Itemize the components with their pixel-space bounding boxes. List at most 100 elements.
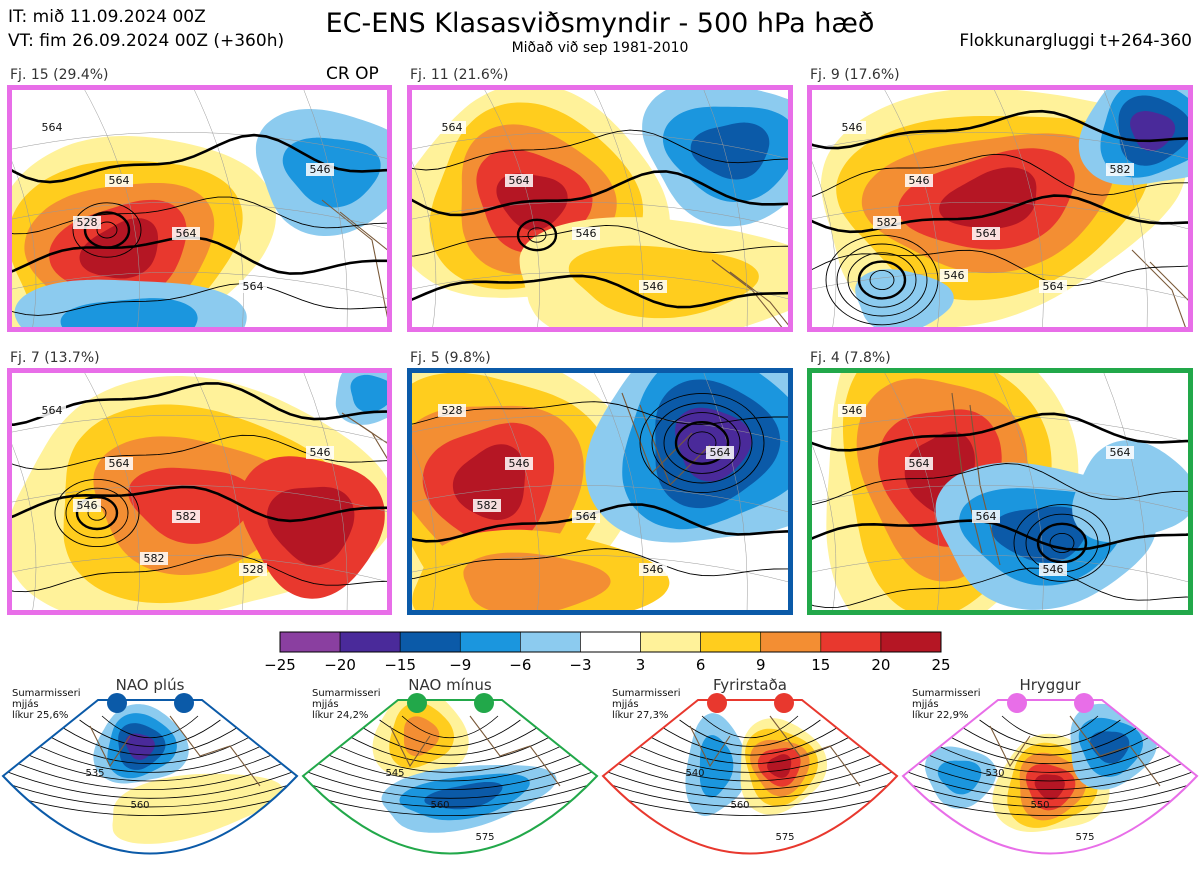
- contour-label: 582: [477, 499, 498, 512]
- contour-label-bg: [73, 499, 101, 512]
- regime-months: mjjás: [912, 699, 939, 710]
- cluster-map-svg: 528 546 564 546 564 582: [412, 373, 788, 610]
- regime-title: NAO mínus: [408, 676, 492, 694]
- regime-map-svg: 535 560: [1, 693, 299, 855]
- height-center: [639, 392, 765, 494]
- height-contour: [903, 743, 1197, 799]
- anomaly-band: [699, 735, 734, 798]
- contour-label-bg: [572, 227, 600, 240]
- anomaly-band: [690, 122, 770, 180]
- coastline: [989, 725, 1031, 768]
- regime-fan-outline: [301, 699, 599, 855]
- height-contour: [96, 221, 118, 239]
- cluster-map-1: 564 564 564 564 546 528: [7, 85, 392, 332]
- coastline: [639, 404, 711, 486]
- coastline: [169, 715, 261, 787]
- contour-label: 540: [685, 768, 704, 779]
- contour-label-bg: [972, 510, 1000, 523]
- height-contour-major: [812, 194, 1188, 234]
- height-contour: [12, 554, 387, 593]
- regime-nao-minus: NAO mínus Sumarmisseri mjjás líkur 24,2%…: [300, 676, 600, 871]
- regime-title: NAO plús: [115, 676, 185, 694]
- parallel: [412, 131, 788, 160]
- contour-label: 546: [909, 174, 930, 187]
- contour-label: 546: [643, 280, 664, 293]
- regime-stats: Sumarmisseri mjjás líkur 27,3%: [612, 688, 680, 721]
- contour-label: 546: [310, 163, 331, 176]
- height-contour: [812, 153, 1188, 197]
- regime-fan-outline: [1, 699, 299, 855]
- colorbar-svg: [279, 631, 942, 653]
- height-contour: [34, 727, 266, 764]
- valid-time: VT: fim 26.09.2024 00Z (+360h): [8, 31, 285, 51]
- height-contour: [847, 252, 917, 308]
- parallel: [812, 414, 1188, 443]
- meridian: [994, 373, 1044, 610]
- contour-label: 546: [842, 404, 863, 417]
- meridian: [84, 90, 140, 327]
- contour-label-bg: [505, 457, 533, 470]
- height-center: [1013, 504, 1111, 582]
- contour-label-bg: [639, 280, 667, 293]
- regime-likelihood: líkur 24,2%: [312, 710, 369, 721]
- height-contour: [603, 747, 897, 808]
- height-center: [54, 478, 140, 548]
- height-contour: [1013, 504, 1111, 582]
- cluster-map-svg: 564 564 582 528 546 546 582: [12, 373, 387, 610]
- anomaly-field: [1078, 90, 1188, 186]
- height-contour: [83, 211, 131, 249]
- meridian: [594, 373, 644, 610]
- height-contour: [956, 723, 1144, 756]
- coastline: [321, 199, 387, 318]
- contour-label: 564: [710, 446, 731, 459]
- contour-label: 546: [1043, 563, 1064, 576]
- chart-subtitle: Miðað við sep 1981-2010: [511, 40, 689, 56]
- height-contour: [101, 715, 199, 738]
- regime-marker: [707, 693, 727, 713]
- contour-label-bg: [905, 174, 933, 187]
- regime-fan-outline: [601, 699, 899, 855]
- anomaly-band: [424, 781, 503, 810]
- contour-label: 582: [1110, 163, 1131, 176]
- anomaly-band: [112, 773, 283, 844]
- contour-label-bg: [706, 446, 734, 459]
- regime-marker: [774, 693, 794, 713]
- regime-fields: [603, 700, 897, 854]
- height-contour: [3, 735, 297, 782]
- contour-label-bg: [473, 499, 501, 512]
- colorbar-swatch: [339, 631, 401, 653]
- meridian: [1103, 373, 1148, 610]
- height-contour: [869, 269, 895, 291]
- contour-label: 582: [144, 552, 165, 565]
- contour-label: 582: [877, 216, 898, 229]
- graticule: [812, 373, 1188, 610]
- regime-stats: Sumarmisseri mjjás líkur 24,2%: [312, 688, 380, 721]
- meridian: [812, 161, 837, 327]
- height-contour: [3, 751, 297, 816]
- meridian: [594, 90, 644, 327]
- contour-label-bg: [838, 121, 866, 134]
- meridian: [484, 90, 540, 327]
- coastline: [1149, 261, 1188, 301]
- meridian: [1103, 90, 1148, 327]
- regime-marker: [474, 693, 494, 713]
- height-contour: [687, 431, 717, 455]
- colorbar-tick-label: −6: [509, 656, 532, 674]
- parallel: [12, 271, 387, 299]
- colorbar-tick-label: −20: [324, 656, 356, 674]
- height-contour: [3, 747, 297, 808]
- regime-season: Sumarmisseri: [612, 688, 681, 699]
- coastline: [469, 715, 561, 787]
- height-contour: [812, 249, 1188, 286]
- height-contour: [56, 723, 244, 756]
- contour-label-bg: [306, 163, 334, 176]
- contour-label: 564: [509, 174, 530, 187]
- regime-nao-plus: NAO plús Sumarmisseri mjjás líkur 25,6% …: [0, 676, 300, 871]
- height-contour: [674, 421, 730, 465]
- contour-label: 564: [109, 457, 130, 470]
- height-contour: [65, 487, 129, 539]
- contour-label-bg: [1039, 563, 1067, 576]
- contour-label-bg: [38, 121, 66, 134]
- height-contour: [634, 727, 866, 764]
- parallel: [812, 131, 1188, 160]
